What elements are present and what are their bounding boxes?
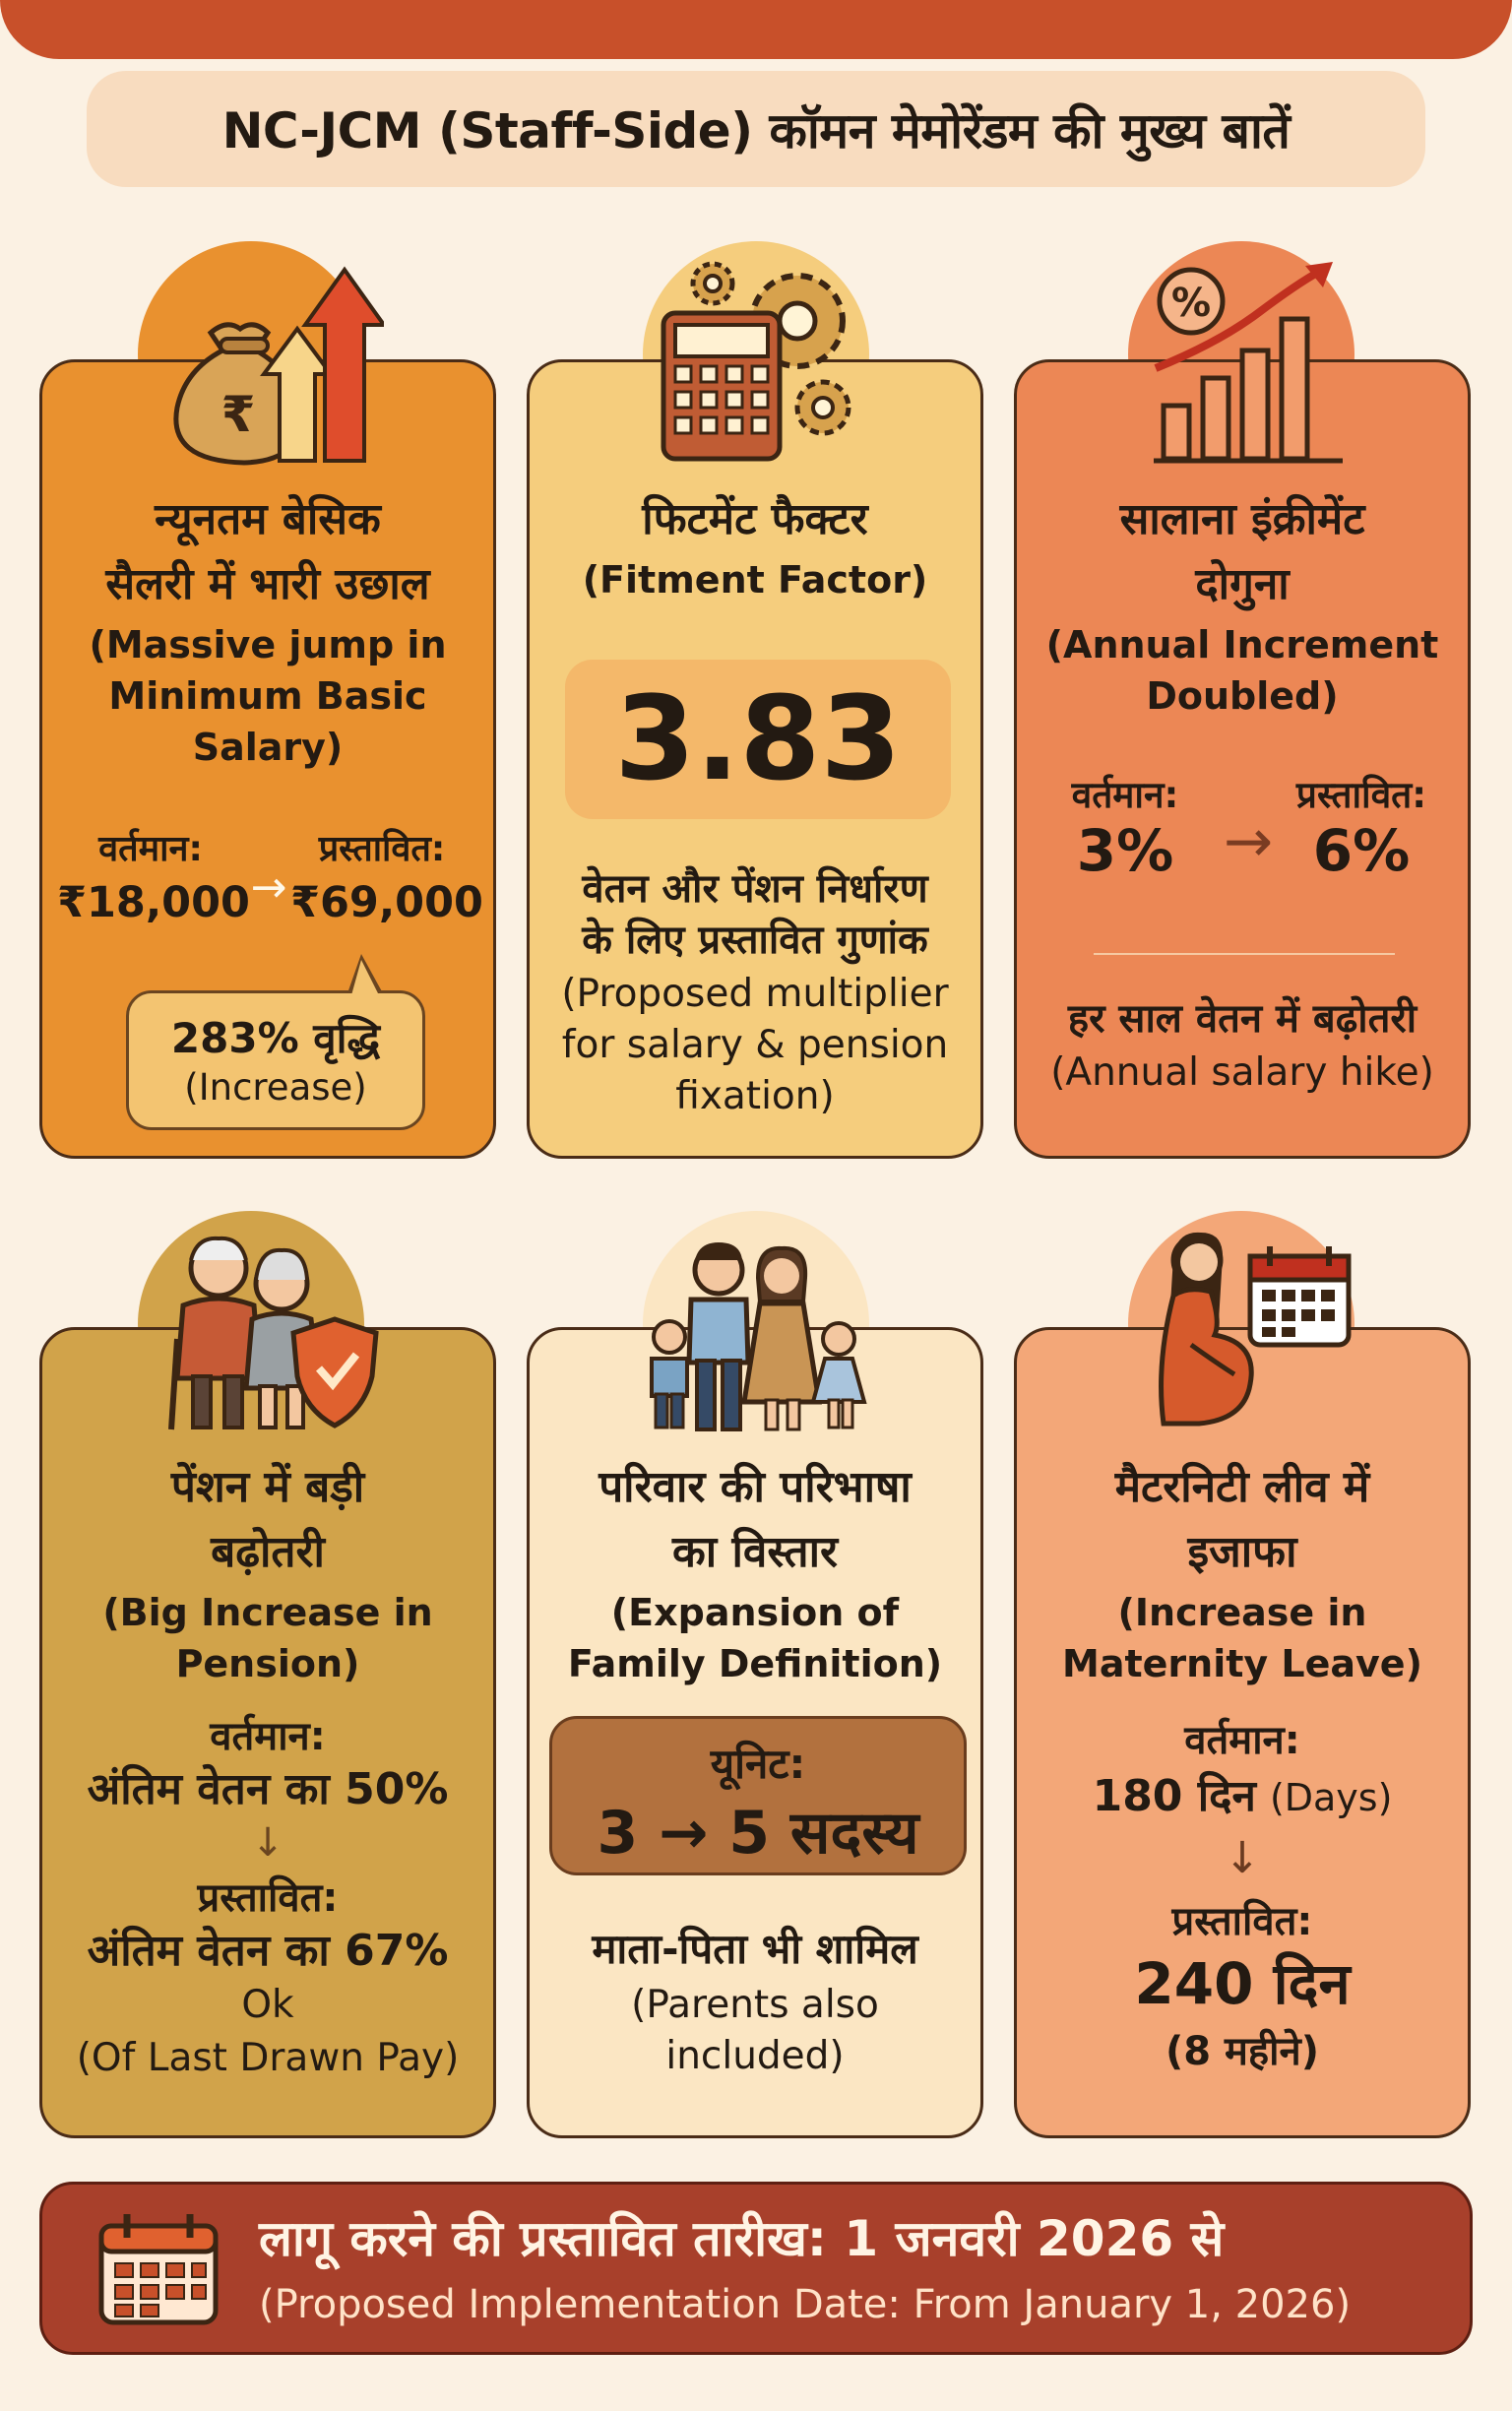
pension-arrow-icon: ↓	[251, 1820, 284, 1866]
page-title: NC-JCM (Staff-Side) कॉमन मेमोरेंडम की मु…	[87, 71, 1425, 187]
calendar-icon	[98, 2214, 219, 2325]
salary-title-en-2: Minimum Basic	[108, 674, 427, 718]
family-unit-label: यूनिट:	[710, 1740, 806, 1788]
salary-arrow-icon: →	[250, 862, 287, 913]
family-unit-box: यूनिट: 3 → 5 सदस्य	[549, 1716, 967, 1875]
implementation-date-footer: लागू करने की प्रस्तावित तारीख: 1 जनवरी 2…	[39, 2182, 1473, 2355]
salary-title-en-1: (Massive jump in	[89, 623, 447, 666]
increment-note-en: (Annual salary hike)	[1050, 1050, 1434, 1095]
maternity-title-hi-1: मैटरनिटी लीव में	[1114, 1462, 1370, 1512]
salary-title-hi-1: न्यूनतम बेसिक	[155, 494, 381, 544]
pension-proposed-value: अंतिम वेतन का 67%	[87, 1926, 449, 1976]
maternity-arrow-icon: ↓	[1224, 1833, 1261, 1883]
family-note-hi: माता-पिता भी शामिल	[592, 1925, 918, 1973]
salary-increase-bubble: 283% वृद्धि (Increase)	[126, 954, 425, 1130]
fitment-title-en: (Fitment Factor)	[582, 558, 928, 602]
family-card: परिवार की परिभाषा का विस्तार (Expansion …	[527, 1327, 983, 2138]
family-note-en-2: included)	[665, 2034, 845, 2078]
increment-arrow-icon: →	[1223, 807, 1274, 876]
pension-title-en-2: Pension)	[175, 1642, 360, 1685]
increment-proposed-value: 6%	[1312, 817, 1411, 884]
salary-title-en-3: Salary)	[192, 726, 344, 769]
salary-current-value: ₹18,000	[57, 878, 250, 927]
maternity-title-en-1: (Increase in	[1117, 1591, 1367, 1634]
salary-increase-en: (Increase)	[184, 1066, 367, 1109]
family-title-en-1: (Expansion of	[610, 1591, 900, 1634]
fitment-value-box: 3.83	[565, 660, 951, 819]
fitment-desc-hi-2: के लिए प्रस्तावित गुणांक	[582, 918, 928, 963]
increment-note-hi: हर साल वेतन में बढ़ोतरी	[1067, 996, 1418, 1042]
footer-text-en: (Proposed Implementation Date: From Janu…	[259, 2282, 1352, 2327]
svg-text:₹: ₹	[221, 386, 256, 443]
maternity-current-value: 180 दिन	[1092, 1771, 1256, 1821]
pension-current-value: अंतिम वेतन का 50%	[87, 1764, 449, 1814]
pregnant-woman-calendar-icon	[1159, 1232, 1352, 1427]
family-title-en-2: Family Definition)	[567, 1642, 943, 1685]
increment-card: सालाना इंक्रीमेंट दोगुना (Annual Increme…	[1014, 359, 1471, 1159]
increment-title-en-1: (Annual Increment	[1045, 623, 1439, 666]
increment-title-hi-2: दोगुना	[1195, 559, 1290, 609]
salary-current-label: वर्तमान:	[98, 829, 203, 869]
fitment-title-hi: फिटमेंट फैक्टर	[642, 494, 868, 544]
increment-divider	[1094, 953, 1395, 955]
family-title-hi-2: का विस्तार	[672, 1527, 838, 1577]
family-note-en-1: (Parents also	[631, 1983, 879, 2027]
pension-title-en-1: (Big Increase in	[102, 1591, 433, 1634]
pension-proposed-label: प्रस्तावित:	[197, 1875, 339, 1921]
maternity-proposed-value: 240 दिन	[1134, 1950, 1351, 2017]
pension-title-hi-2: बढ़ोतरी	[211, 1527, 325, 1577]
maternity-title-en-2: Maternity Leave)	[1062, 1642, 1422, 1685]
pension-card: पेंशन में बड़ी बढ़ोतरी (Big Increase in …	[39, 1327, 496, 2138]
percent-bar-chart-icon: %	[1154, 262, 1343, 464]
maternity-proposed-note: (8 महीने)	[1165, 2029, 1320, 2074]
fitment-desc-hi-1: वेतन और पेंशन निर्धारण	[582, 866, 928, 912]
maternity-proposed-label: प्रस्तावित:	[1171, 1899, 1313, 1944]
maternity-current-row: 180 दिन (Days)	[1017, 1769, 1468, 1825]
family-title-hi-1: परिवार की परिभाषा	[598, 1462, 912, 1512]
salary-increase-hi: 283% वृद्धि	[170, 1014, 381, 1062]
family-group-icon	[650, 1242, 867, 1431]
increment-title-hi-1: सालाना इंक्रीमेंट	[1119, 494, 1365, 544]
increment-current-value: 3%	[1076, 817, 1174, 884]
salary-proposed-value: ₹69,000	[290, 878, 483, 927]
maternity-title-hi-2: इजाफा	[1187, 1527, 1297, 1577]
fitment-desc-en-3: fixation)	[675, 1074, 835, 1118]
fitment-desc-en-1: (Proposed multiplier	[561, 972, 949, 1016]
salary-card: न्यूनतम बेसिक सैलरी में भारी उछाल (Massi…	[39, 359, 496, 1159]
pension-title-hi-1: पेंशन में बड़ी	[170, 1462, 365, 1512]
salary-title-hi-2: सैलरी में भारी उछाल	[105, 559, 430, 609]
increment-proposed-label: प्रस्तावित:	[1295, 774, 1427, 816]
maternity-card: मैटरनिटी लीव में इजाफा (Increase in Mate…	[1014, 1327, 1471, 2138]
money-bag-rupee-icon: ₹	[173, 266, 384, 466]
fitment-desc-en-2: for salary & pension	[561, 1023, 949, 1067]
top-banner	[0, 0, 1512, 59]
fitment-value: 3.83	[614, 670, 902, 806]
family-unit-value: 3 → 5 सदस्य	[597, 1799, 919, 1868]
svg-text:%: %	[1171, 281, 1211, 326]
fitment-card: फिटमेंट फैक्टर (Fitment Factor) 3.83 वेत…	[527, 359, 983, 1159]
pension-current-label: वर्तमान:	[210, 1714, 326, 1759]
footer-text-hi: लागू करने की प्रस्तावित तारीख: 1 जनवरी 2…	[259, 2210, 1225, 2267]
maternity-current-label: वर्तमान:	[1184, 1718, 1300, 1763]
increment-current-label: वर्तमान:	[1071, 774, 1179, 816]
increment-title-en-2: Doubled)	[1146, 674, 1339, 718]
calculator-gears-icon	[661, 261, 851, 462]
salary-proposed-label: प्रस्तावित:	[318, 829, 446, 869]
pension-ok: Ok	[241, 1983, 294, 2027]
elderly-couple-shield-icon	[168, 1236, 379, 1430]
pension-note-en: (Of Last Drawn Pay)	[76, 2036, 460, 2080]
maternity-current-value-en: (Days)	[1269, 1776, 1393, 1819]
